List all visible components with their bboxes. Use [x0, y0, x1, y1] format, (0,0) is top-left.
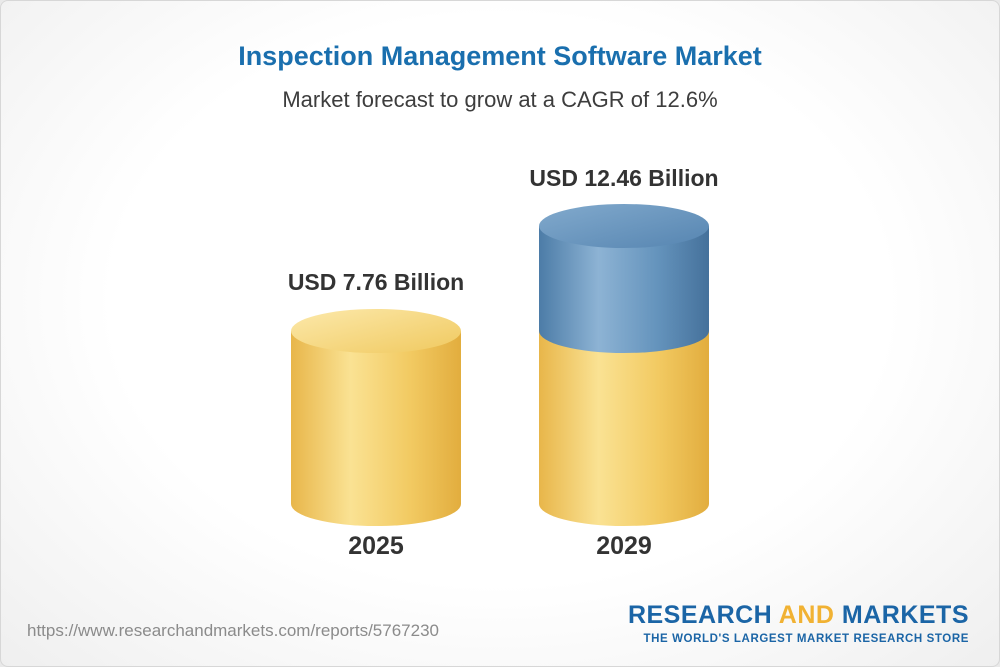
logo-word-research: RESEARCH — [627, 601, 773, 629]
value-label-2029: USD 12.46 Billion — [529, 165, 719, 191]
page-title: Inspection Management Software Market — [238, 41, 762, 71]
year-label-2025: 2025 — [348, 532, 404, 560]
year-label-2029: 2029 — [596, 532, 652, 560]
value-label-2025: USD 7.76 Billion — [287, 269, 465, 295]
report-url: https://www.researchandmarkets.com/repor… — [27, 621, 439, 640]
logo-word-and: AND — [778, 601, 835, 629]
logo-tagline: THE WORLD'S LARGEST MARKET RESEARCH STOR… — [643, 633, 969, 645]
cylinder-2029 — [539, 204, 709, 526]
logo-wordmark: RESEARCH AND MARKETS — [628, 601, 969, 630]
logo-word-markets: MARKETS — [841, 601, 969, 629]
page-subtitle: Market forecast to grow at a CAGR of 12.… — [282, 87, 718, 112]
research-and-markets-logo: RESEARCH AND MARKETS THE WORLD'S LARGEST… — [628, 601, 969, 645]
cylinder-2025 — [291, 309, 461, 526]
